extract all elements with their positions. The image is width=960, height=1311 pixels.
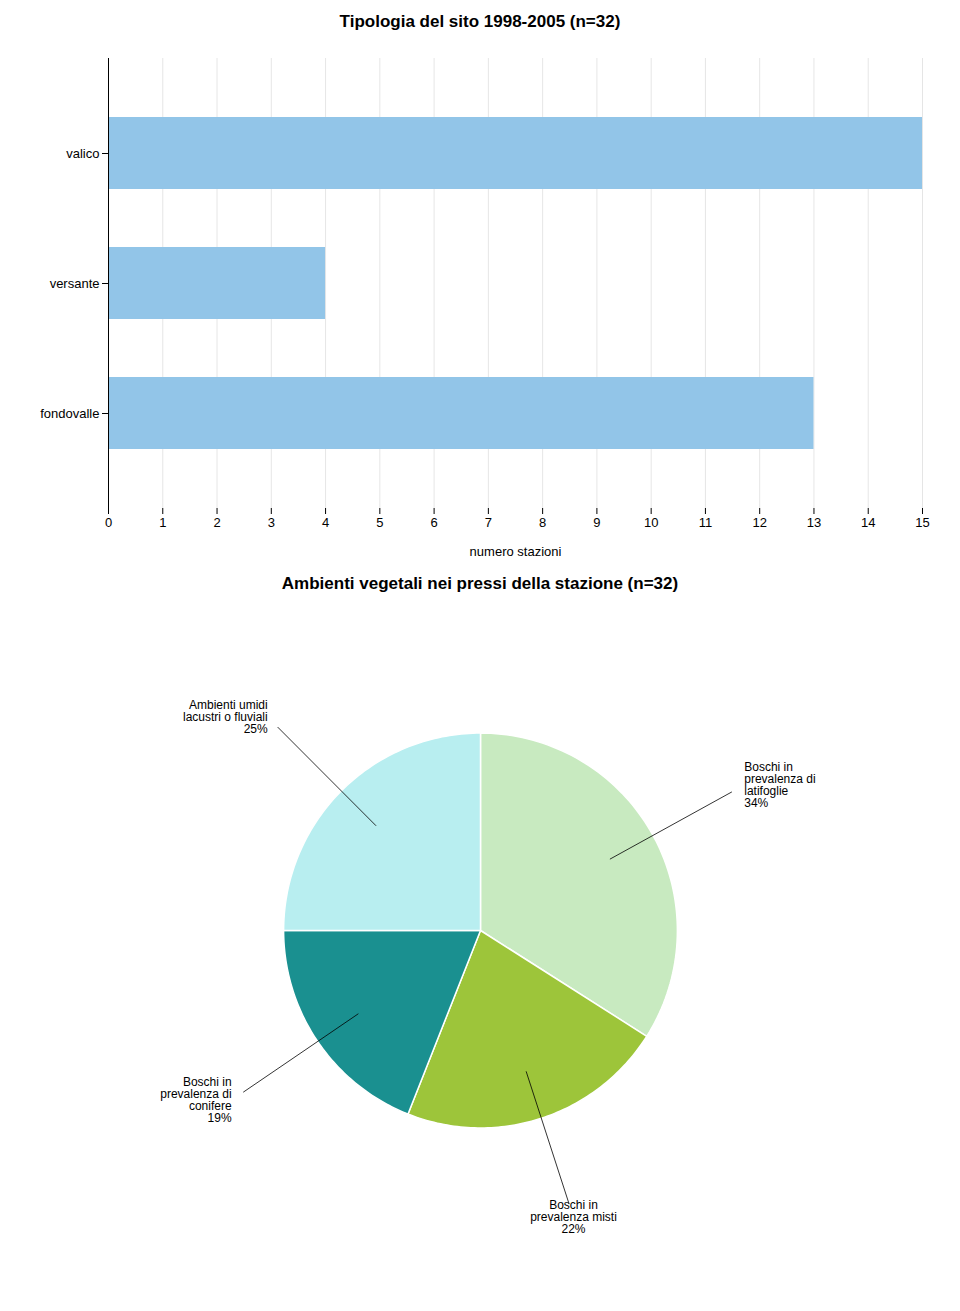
svg-text:9: 9	[593, 515, 600, 530]
svg-text:12: 12	[752, 515, 766, 530]
svg-text:5: 5	[376, 515, 383, 530]
svg-text:4: 4	[322, 515, 329, 530]
svg-text:14: 14	[861, 515, 875, 530]
svg-text:3: 3	[268, 515, 275, 530]
svg-text:1: 1	[159, 515, 166, 530]
html-text:Ambienti vegetali nei pressi d: Ambienti vegetali nei pressi della stazi…	[281, 574, 679, 593]
svg-text:15: 15	[915, 515, 929, 530]
svg-text:Boschi inprevalenza diconifere: Boschi inprevalenza diconifere19%	[160, 1075, 232, 1125]
svg-text:versante: versante	[50, 276, 100, 291]
svg-text:Ambienti umidilacustri o fluvi: Ambienti umidilacustri o fluviali25%	[183, 698, 268, 736]
svg-text:numero stazioni: numero stazioni	[470, 544, 562, 559]
svg-text:0: 0	[105, 515, 112, 530]
svg-text:13: 13	[807, 515, 821, 530]
svg-text:2: 2	[213, 515, 220, 530]
svg-text:Boschi inprevalenza dilatifogl: Boschi inprevalenza dilatifoglie34%	[744, 760, 815, 810]
svg-text:11: 11	[699, 515, 713, 530]
svg-text:8: 8	[539, 515, 546, 530]
svg-text:valico: valico	[66, 146, 99, 161]
svg-text:10: 10	[644, 515, 658, 530]
html-text:Tipologia del sito 1998-2005 (: Tipologia del sito 1998-2005 (n=32)	[339, 12, 621, 31]
svg-text:6: 6	[430, 515, 437, 530]
svg-text:fondovalle: fondovalle	[40, 406, 99, 421]
svg-text:Boschi inprevalenza misti22%: Boschi inprevalenza misti22%	[530, 1198, 617, 1236]
svg-text:7: 7	[485, 515, 492, 530]
